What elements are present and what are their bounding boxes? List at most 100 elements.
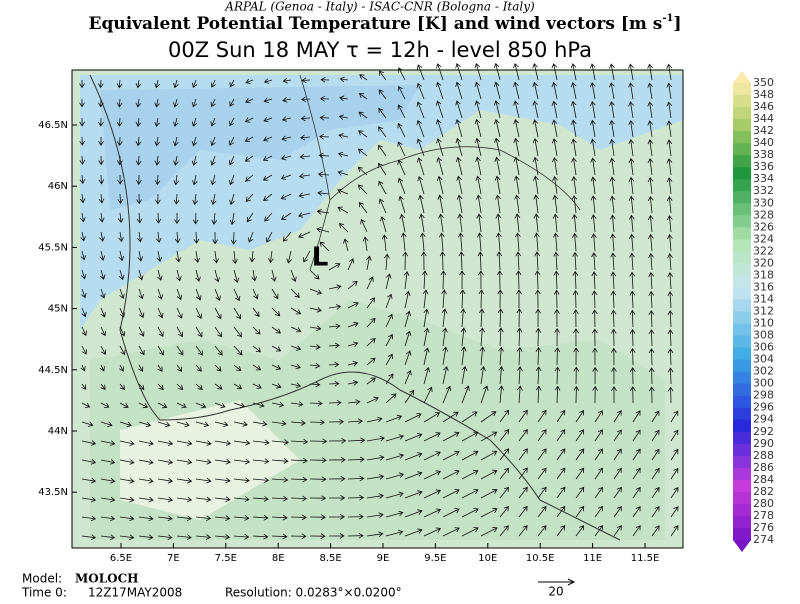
wind-vector <box>263 78 273 84</box>
wind-vector <box>271 458 289 464</box>
wind-vector <box>670 525 679 537</box>
wind-vector <box>534 251 541 271</box>
wind-vector <box>461 411 478 423</box>
wind-vector <box>515 270 522 290</box>
wind-vector <box>309 476 327 483</box>
wind-vector <box>666 63 673 81</box>
colorbar-cell <box>733 311 751 325</box>
wind-vector <box>397 104 406 119</box>
colorbar-label: 314 <box>753 292 774 305</box>
wind-vector <box>366 435 385 442</box>
colorbar-cell <box>733 515 751 529</box>
wind-vector <box>81 440 97 446</box>
wind-vector <box>440 270 447 290</box>
wind-vector <box>553 232 559 252</box>
wind-vector <box>366 276 374 290</box>
wind-vector <box>404 370 412 385</box>
colorbar-label: 346 <box>753 100 774 113</box>
wind-vector <box>100 326 106 337</box>
wind-vector <box>79 99 85 108</box>
wind-vector <box>436 175 444 195</box>
wind-vector <box>493 62 501 81</box>
colorbar-cell <box>733 107 751 120</box>
wind-vector <box>435 100 444 119</box>
wind-vector <box>174 213 180 225</box>
wind-vector <box>338 222 349 233</box>
wind-vector <box>328 533 345 539</box>
colorbar-label: 320 <box>753 256 774 269</box>
wind-vector <box>442 327 448 347</box>
wind-vector <box>397 85 406 100</box>
wind-vector <box>81 383 87 390</box>
wind-vector <box>357 148 368 157</box>
wind-vector <box>480 431 498 442</box>
time-label: Time 0: <box>21 586 67 600</box>
wind-vector <box>556 409 566 423</box>
wind-vector <box>651 429 660 442</box>
wind-vector <box>81 288 87 299</box>
wind-vector <box>176 364 183 372</box>
wind-vector <box>99 364 105 372</box>
wind-vector <box>328 284 342 290</box>
wind-vector <box>195 402 207 409</box>
wind-vector <box>594 486 603 499</box>
wind-vector <box>81 515 97 522</box>
wind-vector <box>214 345 223 356</box>
wind-vector <box>119 478 135 484</box>
wind-vector <box>298 173 311 179</box>
wind-vector <box>271 383 282 389</box>
wind-vector <box>404 350 412 366</box>
wind-vector <box>117 212 124 224</box>
wind-vector <box>135 136 142 147</box>
wind-vector <box>667 367 674 385</box>
wind-vector <box>423 451 441 461</box>
wind-vector <box>513 175 520 195</box>
warm-patch <box>120 400 300 520</box>
wind-vector <box>442 385 452 404</box>
wind-vector <box>80 212 86 223</box>
wind-vector <box>535 308 541 328</box>
wind-vector <box>233 458 251 465</box>
wind-vector <box>135 155 142 166</box>
wind-vector <box>460 327 467 347</box>
colorbar-label: 328 <box>753 208 774 221</box>
colorbar-cell <box>733 527 751 541</box>
colorbar-cell <box>733 359 751 373</box>
wind-vector <box>551 63 558 81</box>
wind-vector <box>480 507 498 518</box>
wind-vector <box>575 467 585 480</box>
lon-label: 7E <box>167 553 180 564</box>
wind-vector <box>232 250 238 265</box>
wind-vector <box>366 493 384 499</box>
wind-vector <box>571 176 578 195</box>
wind-vector <box>271 495 289 502</box>
wind-vector <box>214 477 231 484</box>
wind-vector <box>648 329 655 347</box>
wind-vector <box>176 421 190 428</box>
colorbar-label: 340 <box>753 136 774 149</box>
wind-vector <box>119 383 125 391</box>
wind-vector <box>137 231 143 243</box>
wind-vector <box>252 477 270 483</box>
wind-vector <box>347 341 359 347</box>
wind-vector <box>442 365 449 385</box>
wind-vector <box>496 251 503 271</box>
wind-vector <box>418 213 425 233</box>
wind-vector <box>537 525 547 537</box>
wind-vector <box>299 153 311 160</box>
wind-vector <box>280 212 292 220</box>
wind-vector <box>648 386 655 404</box>
wind-vector <box>138 364 144 372</box>
wind-vector <box>474 81 482 100</box>
wind-vector <box>347 532 364 539</box>
wind-vector <box>437 194 444 214</box>
wind-vector <box>442 527 460 537</box>
wind-vector <box>480 488 498 499</box>
wind-vector <box>116 79 123 89</box>
wind-vector <box>212 231 218 245</box>
colorbar-cell <box>733 251 751 264</box>
wind-vector <box>534 270 541 290</box>
wind-vector <box>404 433 423 442</box>
vector-ref: 20 <box>548 585 563 599</box>
wind-vector <box>589 82 596 100</box>
